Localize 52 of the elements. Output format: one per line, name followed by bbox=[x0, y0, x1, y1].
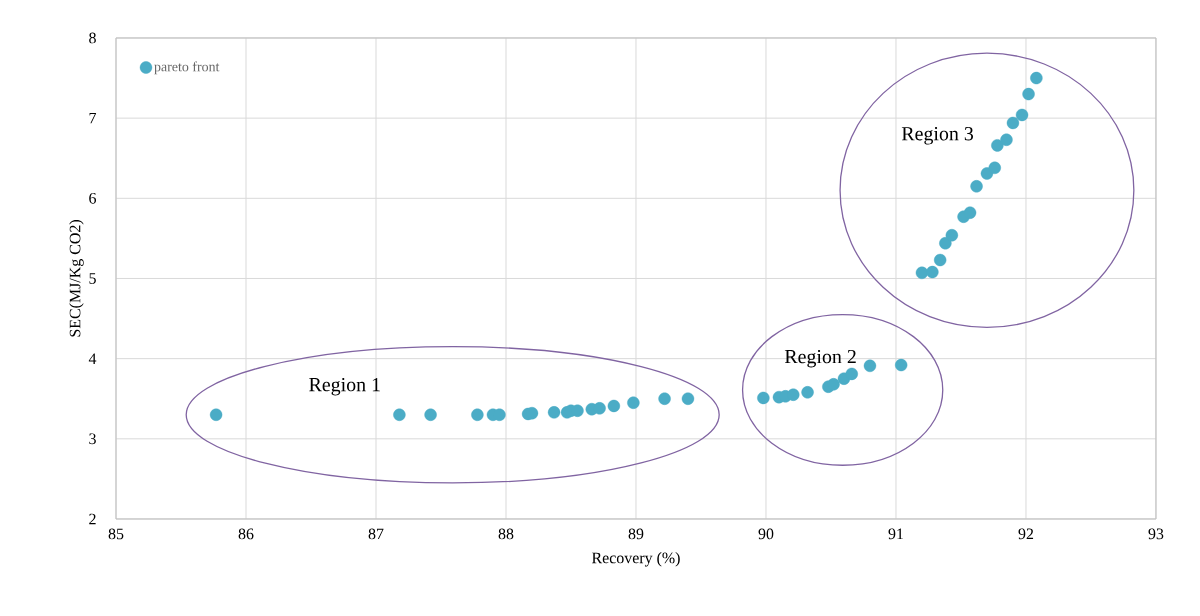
y-tick-label: 6 bbox=[89, 192, 97, 204]
x-tick-label: 91 bbox=[888, 528, 903, 540]
point bbox=[607, 399, 621, 413]
point bbox=[933, 253, 947, 267]
point bbox=[863, 359, 877, 373]
point bbox=[915, 266, 929, 280]
point bbox=[845, 367, 858, 381]
x-tick-label: 86 bbox=[238, 528, 254, 540]
y-tick-label: 5 bbox=[89, 273, 96, 284]
point bbox=[939, 237, 952, 250]
point bbox=[970, 180, 983, 193]
x-tick-label: 88 bbox=[498, 528, 514, 540]
x-tick-label: 87 bbox=[368, 528, 384, 540]
annotation: Region 1 bbox=[309, 377, 380, 396]
point bbox=[658, 392, 671, 405]
point bbox=[393, 408, 406, 421]
y-tick-label: 3 bbox=[89, 433, 96, 445]
legend-label: pareto front bbox=[154, 61, 220, 75]
y-axis-title: SEC(MJ/Kg CO2) bbox=[69, 220, 84, 337]
point bbox=[209, 408, 223, 421]
y-tick-label: 2 bbox=[89, 513, 96, 525]
point bbox=[627, 396, 640, 409]
point bbox=[991, 139, 1004, 152]
x-axis-title: Recovery (%) bbox=[591, 552, 680, 567]
point bbox=[945, 228, 959, 242]
point bbox=[471, 408, 484, 421]
point bbox=[894, 358, 908, 372]
annotation: Region 3 bbox=[901, 127, 974, 145]
point bbox=[1006, 116, 1020, 130]
point bbox=[1022, 87, 1035, 101]
x-tick-label: 85 bbox=[108, 528, 124, 540]
x-tick-label: 93 bbox=[1148, 528, 1164, 540]
y-tick-label: 7 bbox=[89, 112, 97, 124]
point bbox=[801, 386, 814, 399]
annotation: Region 2 bbox=[784, 349, 856, 368]
x-tick-label: 89 bbox=[628, 528, 644, 540]
point bbox=[424, 408, 437, 421]
point bbox=[1015, 108, 1029, 122]
point bbox=[681, 392, 695, 405]
point bbox=[787, 388, 800, 401]
point bbox=[757, 391, 770, 405]
point bbox=[827, 378, 840, 391]
x-tick-label: 90 bbox=[758, 528, 774, 540]
point bbox=[547, 406, 561, 419]
point bbox=[988, 161, 1001, 175]
x-tick-label: 92 bbox=[1018, 528, 1034, 540]
y-tick-label: 4 bbox=[88, 353, 97, 364]
y-tick-label: 8 bbox=[89, 32, 96, 44]
point bbox=[1030, 71, 1043, 85]
point bbox=[963, 206, 977, 219]
point bbox=[1000, 133, 1013, 146]
point bbox=[926, 265, 939, 279]
